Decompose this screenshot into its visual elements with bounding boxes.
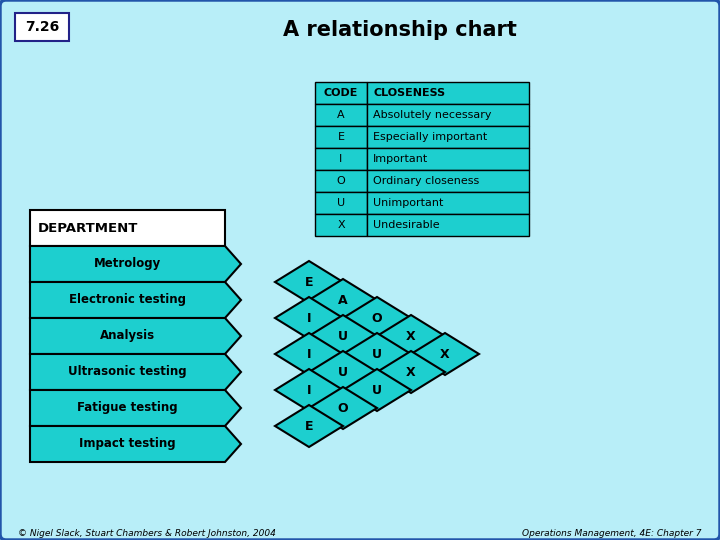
Text: O: O — [338, 402, 348, 415]
Bar — [367, 214, 529, 236]
Text: O: O — [372, 312, 382, 325]
Polygon shape — [275, 369, 343, 411]
Polygon shape — [30, 282, 241, 318]
Polygon shape — [343, 333, 411, 375]
Text: © Nigel Slack, Stuart Chambers & Robert Johnston, 2004: © Nigel Slack, Stuart Chambers & Robert … — [18, 529, 276, 537]
Bar — [315, 104, 367, 126]
Text: E: E — [338, 132, 344, 142]
Polygon shape — [30, 246, 241, 282]
Text: X: X — [440, 348, 450, 361]
Text: 7.26: 7.26 — [25, 20, 59, 34]
Text: CODE: CODE — [324, 88, 358, 98]
Bar — [315, 170, 367, 192]
Text: U: U — [338, 329, 348, 342]
Polygon shape — [309, 279, 377, 321]
Text: U: U — [372, 383, 382, 396]
Text: E: E — [305, 420, 313, 433]
FancyBboxPatch shape — [15, 13, 69, 41]
Polygon shape — [30, 354, 241, 390]
Polygon shape — [309, 351, 377, 393]
Text: Impact testing: Impact testing — [79, 437, 176, 450]
Text: Important: Important — [373, 154, 428, 164]
Bar — [315, 192, 367, 214]
Bar — [315, 214, 367, 236]
Polygon shape — [30, 426, 241, 462]
Text: Ordinary closeness: Ordinary closeness — [373, 176, 480, 186]
Text: U: U — [338, 366, 348, 379]
Text: I: I — [307, 348, 311, 361]
Text: X: X — [406, 329, 416, 342]
Text: Electronic testing: Electronic testing — [69, 294, 186, 307]
Polygon shape — [275, 333, 343, 375]
Bar — [315, 148, 367, 170]
Polygon shape — [275, 405, 343, 447]
Text: E: E — [305, 275, 313, 288]
Polygon shape — [377, 315, 445, 357]
Bar — [367, 82, 529, 104]
Bar — [367, 148, 529, 170]
Text: CLOSENESS: CLOSENESS — [373, 88, 445, 98]
Text: Unimportant: Unimportant — [373, 198, 444, 208]
Text: O: O — [337, 176, 346, 186]
Text: Operations Management, 4E: Chapter 7: Operations Management, 4E: Chapter 7 — [523, 529, 702, 537]
Text: U: U — [372, 348, 382, 361]
Polygon shape — [275, 297, 343, 339]
Text: A relationship chart: A relationship chart — [283, 20, 517, 40]
Polygon shape — [377, 351, 445, 393]
Text: Fatigue testing: Fatigue testing — [77, 402, 178, 415]
Bar — [315, 126, 367, 148]
Text: Metrology: Metrology — [94, 258, 161, 271]
Polygon shape — [30, 390, 241, 426]
Text: Absolutely necessary: Absolutely necessary — [373, 110, 492, 120]
Text: X: X — [406, 366, 416, 379]
Text: Analysis: Analysis — [100, 329, 155, 342]
Text: A: A — [338, 294, 348, 307]
Polygon shape — [30, 318, 241, 354]
Polygon shape — [343, 297, 411, 339]
Polygon shape — [411, 333, 479, 375]
Polygon shape — [343, 369, 411, 411]
Bar — [367, 126, 529, 148]
Text: Ultrasonic testing: Ultrasonic testing — [68, 366, 186, 379]
Polygon shape — [309, 315, 377, 357]
Bar — [367, 192, 529, 214]
Text: U: U — [337, 198, 345, 208]
Text: DEPARTMENT: DEPARTMENT — [38, 221, 138, 234]
Polygon shape — [309, 387, 377, 429]
Text: I: I — [339, 154, 343, 164]
Text: Undesirable: Undesirable — [373, 220, 440, 230]
Bar — [315, 82, 367, 104]
Bar — [367, 170, 529, 192]
Text: I: I — [307, 312, 311, 325]
Text: X: X — [337, 220, 345, 230]
Polygon shape — [275, 261, 343, 303]
Bar — [367, 104, 529, 126]
Bar — [30, 210, 225, 246]
Text: I: I — [307, 383, 311, 396]
Text: A: A — [337, 110, 345, 120]
Text: Especially important: Especially important — [373, 132, 487, 142]
